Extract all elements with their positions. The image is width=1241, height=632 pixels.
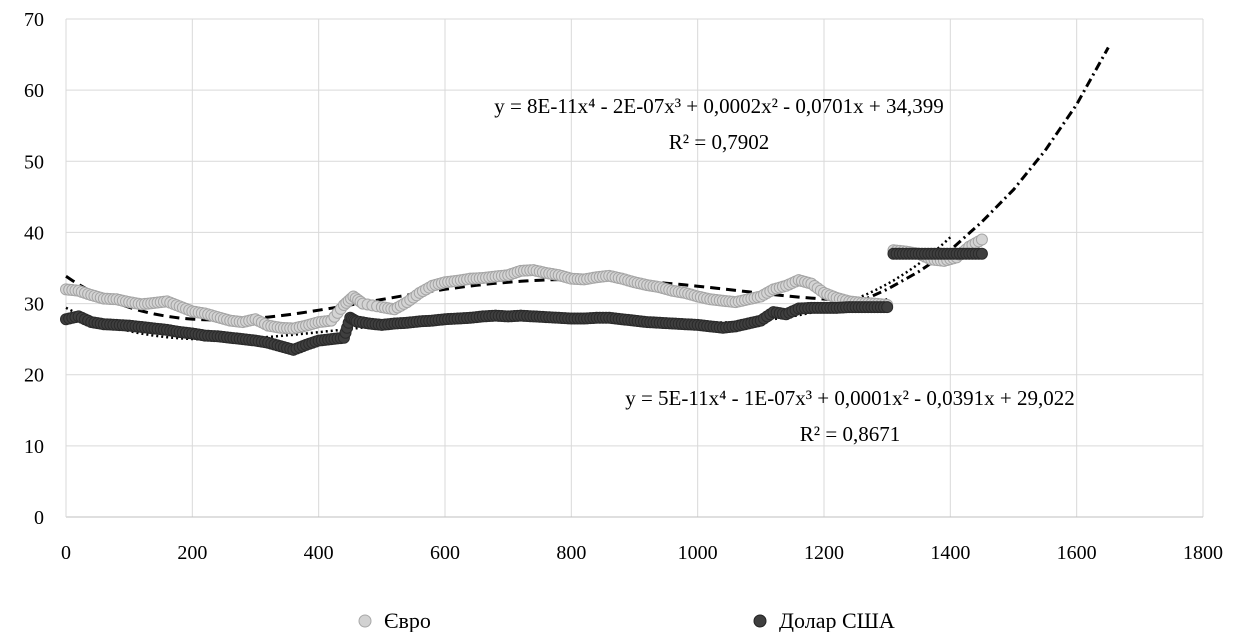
legend-marker-usd: [753, 614, 767, 628]
x-tick-label: 800: [556, 542, 586, 564]
x-tick-label: 200: [177, 542, 207, 564]
y-tick-label: 60: [24, 80, 44, 102]
trendline-0: [65, 275, 888, 322]
legend-marker-eur: [358, 614, 372, 628]
eur-trend-equation: y = 8E-11x⁴ - 2E-07x³ + 0,0002x² - 0,070…: [494, 94, 944, 118]
data-points: [60, 233, 988, 356]
x-tick-label: 1000: [678, 542, 718, 564]
x-tick-label: 1600: [1057, 542, 1097, 564]
y-tick-label: 40: [24, 222, 44, 244]
series-0-points: [60, 233, 988, 335]
trendlines: [65, 46, 1110, 341]
eur-r-squared: R² = 0,7902: [669, 130, 769, 154]
gridlines: [66, 18, 1204, 517]
y-tick-label: 30: [24, 294, 44, 316]
legend: Євро Долар США: [358, 608, 895, 632]
y-tick-label: 70: [24, 9, 44, 31]
x-tick-label: 0: [61, 542, 71, 564]
axes: [65, 19, 1203, 518]
legend-label-usd: Долар США: [779, 608, 895, 632]
x-tick-label: 1800: [1183, 542, 1223, 564]
x-tick-label: 400: [304, 542, 334, 564]
point: [881, 301, 894, 314]
usd-r-squared: R² = 0,8671: [800, 422, 900, 446]
y-tick-label: 20: [24, 365, 44, 387]
point: [975, 233, 988, 246]
y-tick-label: 10: [24, 436, 44, 458]
forecast-line: [854, 46, 1110, 305]
y-tick-label: 0: [34, 507, 44, 529]
x-tick-label: 1400: [930, 542, 970, 564]
legend-label-eur: Євро: [384, 608, 431, 632]
tick-labels: 0 200 400 600 800 1000 1200 1400 1600 1800 0 10 20 30…: [24, 9, 1223, 564]
series-1-points: [60, 247, 988, 356]
x-tick-label: 1200: [804, 542, 844, 564]
usd-trend-equation: y = 5E-11x⁴ - 1E-07x³ + 0,0001x² - 0,039…: [625, 386, 1075, 410]
y-tick-label: 50: [24, 151, 44, 173]
point: [975, 247, 988, 260]
x-tick-label: 600: [430, 542, 460, 564]
